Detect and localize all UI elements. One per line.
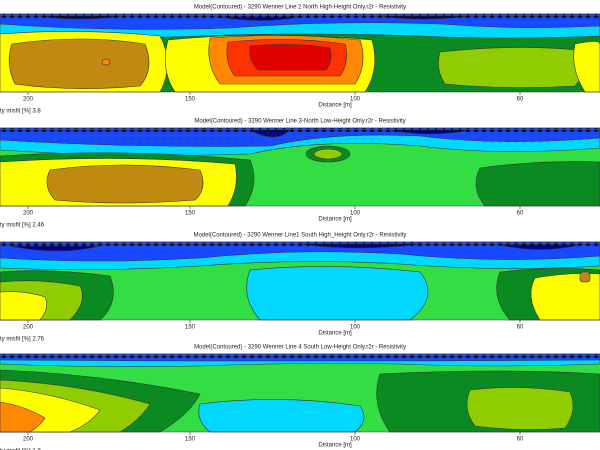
x-axis-label: Distance [m] xyxy=(318,443,352,449)
electrode-markers xyxy=(0,242,600,246)
misfit-label: ty misfit [%] 2.76 xyxy=(0,337,45,343)
contour-plot xyxy=(0,127,600,207)
x-tick-label: 200 xyxy=(23,97,34,103)
electrode-markers xyxy=(0,128,600,132)
contour-plot xyxy=(0,241,600,321)
x-tick-label: 100 xyxy=(350,437,361,443)
panel: Model(Contoured) - 3290 Wenner Line 4 So… xyxy=(0,345,600,450)
electrode-markers xyxy=(0,14,600,18)
x-tick-label: 60 xyxy=(517,325,524,331)
panel-title: Model(Contoured) - 3290 Wenner Line 3-No… xyxy=(194,119,405,125)
contour-plot xyxy=(0,13,600,93)
x-tick-label: 150 xyxy=(185,211,196,217)
misfit-label: ty misfit [%] 2.46 xyxy=(0,223,45,229)
misfit-label: ty misfit [%] 1.8 xyxy=(0,449,41,450)
panel-title: Model(Contoured) - 3290 Wenner Line 4 So… xyxy=(194,345,406,351)
x-tick-label: 60 xyxy=(517,97,524,103)
x-tick-label: 150 xyxy=(185,97,196,103)
panel: Model(Contoured) - 3290 Wenner Line 3-No… xyxy=(0,119,600,229)
x-tick-label: 200 xyxy=(23,437,34,443)
panel-title: Model(Contoured) - 3290 Wenner Line 2 No… xyxy=(194,5,406,11)
panel: Model(Contoured) - 3290 Wenner Line 2 No… xyxy=(0,5,600,115)
misfit-label: ty misfit [%] 3.8 xyxy=(0,109,41,115)
x-tick-label: 60 xyxy=(517,211,524,217)
x-axis-label: Distance [m] xyxy=(318,217,352,223)
contour-plot xyxy=(0,353,600,433)
x-axis-label: Distance [m] xyxy=(318,103,352,109)
x-tick-label: 150 xyxy=(185,437,196,443)
x-tick-label: 100 xyxy=(350,211,361,217)
x-tick-label: 60 xyxy=(517,437,524,443)
x-axis-label: Distance [m] xyxy=(318,331,352,337)
panel-title: Model(Contoured) - 3290 Wenner Line1 Sou… xyxy=(194,233,407,239)
electrode-markers xyxy=(0,354,600,358)
x-tick-label: 100 xyxy=(350,325,361,331)
x-tick-label: 100 xyxy=(350,97,361,103)
panel: Model(Contoured) - 3290 Wenner Line1 Sou… xyxy=(0,233,600,343)
x-tick-label: 200 xyxy=(23,211,34,217)
x-tick-label: 200 xyxy=(23,325,34,331)
x-tick-label: 150 xyxy=(185,325,196,331)
